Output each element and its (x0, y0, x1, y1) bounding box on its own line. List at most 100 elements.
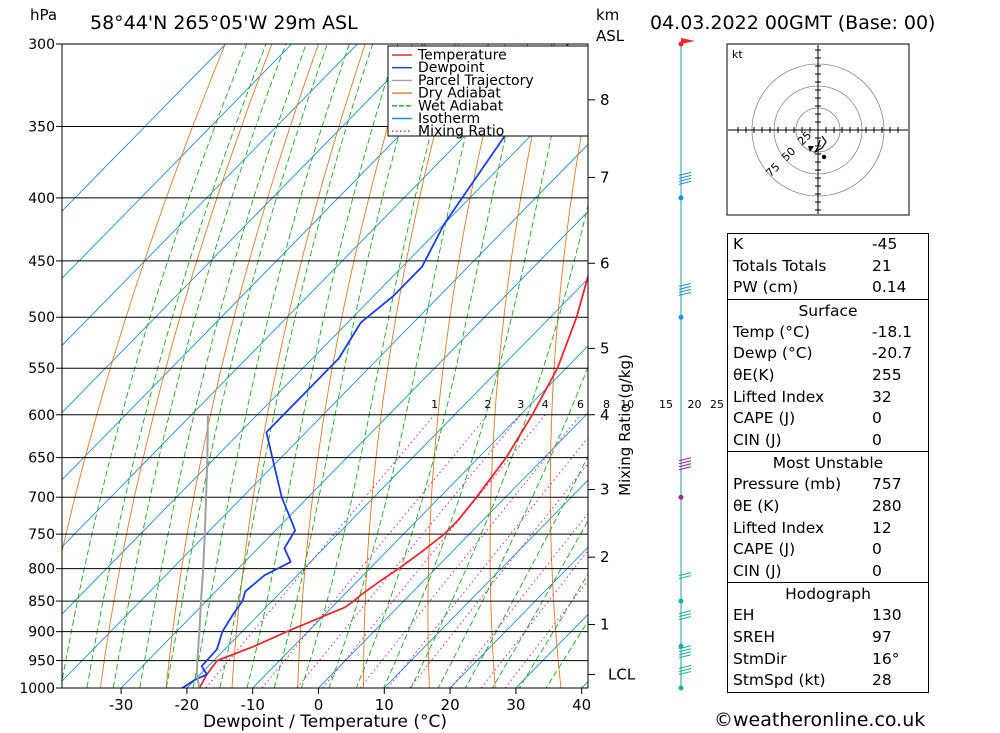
hodograph-index-label: StmSpd (kt) (733, 671, 826, 690)
dry-adiabat-line (363, 44, 459, 688)
wind-barb-feather (678, 282, 692, 287)
y-tick-label: 400 (28, 191, 55, 207)
wet-adiabat-line (165, 44, 328, 688)
wind-barb (678, 457, 692, 471)
wind-barb (678, 645, 692, 659)
most-unstable-section-title: Most Unstable (728, 451, 928, 474)
x-tick-label: -20 (175, 696, 200, 714)
hodograph-section-title: Hodograph (728, 582, 928, 605)
wind-barb-feather (678, 616, 692, 621)
most-unstable-index-row: CIN (J) 0 (728, 561, 928, 583)
isobars (62, 43, 588, 689)
wet-adiabat-line (86, 44, 267, 688)
dry-adiabat-line (549, 94, 588, 688)
wet-adiabat-line (437, 365, 588, 688)
mixing-ratio-label: 6 (577, 398, 584, 411)
surface-index-value: 32 (872, 387, 892, 406)
mixing-ratio-label: 4 (542, 398, 549, 411)
most-unstable-index-label: θE (K) (733, 496, 780, 515)
surface-index-label: Temp (°C) (733, 322, 810, 341)
height-unit-km: km (596, 6, 619, 24)
x-tick-label: -30 (109, 696, 134, 714)
wind-barb-pennant (681, 38, 695, 44)
wind-barb-feather (678, 613, 692, 618)
wind-barb-feather (678, 180, 692, 185)
mixing-ratio-line (322, 414, 546, 688)
legend-entry: Wet Adiabat (418, 98, 504, 114)
x-tick-label: 20 (441, 696, 460, 714)
wet-adiabat-line (355, 44, 529, 688)
location-title: 58°44'N 265°05'W 29m ASL (90, 12, 358, 34)
basic-index-row: PW (cm) 0.14 (728, 277, 928, 299)
wind-barb-feather (678, 466, 692, 471)
copyright-footer: ©weatheronline.co.uk (714, 709, 926, 731)
x-tick-label: 0 (314, 696, 324, 714)
wind-barb-feather (678, 463, 692, 468)
wind-level-dot (678, 685, 684, 691)
wind-barb-feather (678, 651, 692, 656)
isotherm-line (62, 143, 588, 682)
wind-barb (678, 610, 692, 621)
dry-adiabat-line (427, 44, 506, 688)
run-title: 04.03.2022 00GMT (Base: 00) (650, 12, 935, 34)
wind-barb-feather (678, 670, 692, 675)
surface-index-row: CAPE (J) 0 (728, 408, 928, 430)
wet-adiabat-line (464, 455, 588, 688)
hodograph-index-label: SREH (733, 627, 776, 646)
surface-index-value: -18.1 (871, 322, 912, 341)
isotherm-line (62, 44, 556, 548)
wind-barb-feather (678, 572, 692, 577)
most-unstable-index-value: 12 (872, 518, 892, 537)
isotherm-line (252, 345, 588, 688)
most-unstable-index-value: 280 (872, 496, 902, 515)
surface-index-value: -20.7 (871, 344, 912, 363)
series-dewpoint (181, 44, 569, 688)
legend-entry: Dewpoint (418, 60, 485, 76)
surface-index-label: Dewp (°C) (733, 344, 813, 363)
y-tick-label: 950 (28, 654, 55, 670)
dry-adiabat-line (231, 44, 366, 688)
isotherm-line (62, 44, 358, 347)
most-unstable-index-row: θE (K) 280 (728, 496, 928, 518)
hodograph-unit-label: kt (732, 48, 743, 61)
wind-barb-feather (678, 285, 692, 290)
km-tick-label: 8 (600, 91, 610, 109)
pressure-unit-label: hPa (30, 6, 57, 24)
most-unstable-index-row: CAPE (J) 0 (728, 539, 928, 561)
most-unstable-index-label: Pressure (mb) (733, 475, 842, 494)
x-tick-label: 30 (506, 696, 525, 714)
y-tick-label: 450 (28, 254, 55, 270)
surface-index-row: Lifted Index 32 (728, 387, 928, 409)
wind-barb-feather (678, 171, 692, 176)
dry-adiabat-line (489, 44, 553, 688)
hodograph-arrow-icon (808, 146, 814, 152)
height-unit-asl: ASL (596, 27, 625, 45)
most-unstable-index-row: Pressure (mb) 757 (728, 474, 928, 496)
surface-section-title: Surface (728, 298, 928, 322)
isotherm-line (449, 546, 588, 688)
km-tick-label: 4 (600, 406, 610, 424)
mixing-ratio-line (359, 414, 581, 688)
basic-index-label: K (733, 235, 744, 253)
x-tick-label: 40 (572, 696, 591, 714)
surface-index-row: Dewp (°C) -20.7 (728, 343, 928, 365)
wet-adiabat-line (301, 44, 456, 688)
wind-barb-feather (678, 291, 692, 296)
x-tick-label: 10 (375, 696, 394, 714)
wind-level-dot (678, 598, 684, 604)
wind-barb-feather (678, 460, 692, 465)
most-unstable-index-value: 0 (872, 540, 882, 559)
y-tick-label: 650 (28, 451, 55, 467)
wind-barb (678, 171, 692, 185)
surface-index-value: 0 (872, 430, 882, 449)
x-axis-title: Dewpoint / Temperature (°C) (203, 712, 447, 732)
isotherm-line (120, 210, 588, 688)
km-tick-label: 3 (600, 481, 610, 499)
wind-barb (678, 664, 692, 675)
dry-adiabat-line (297, 44, 413, 688)
wind-level-dot (678, 494, 684, 500)
basic-index-value: 21 (872, 256, 892, 275)
indices-table: K -45 Totals Totals 21 PW (cm) 0.14 Surface T… (727, 233, 929, 693)
